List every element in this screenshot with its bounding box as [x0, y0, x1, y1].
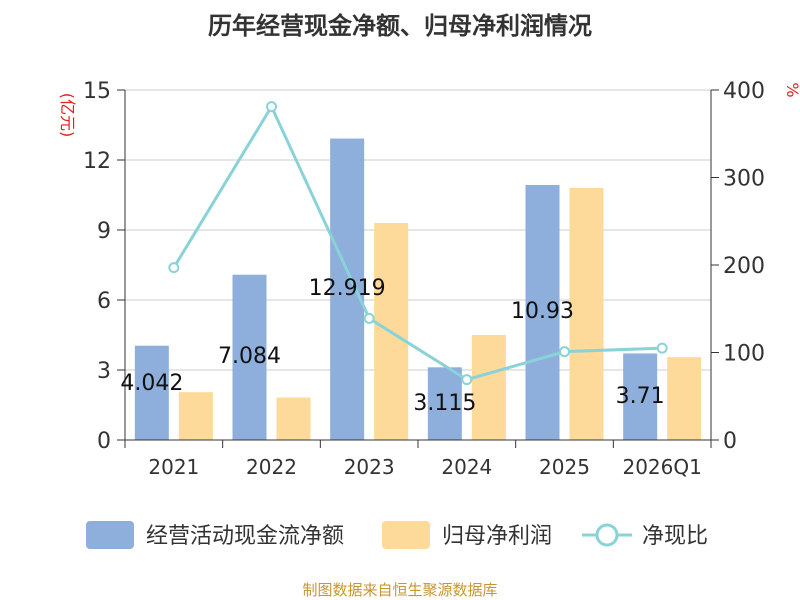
ratio-point[interactable]	[559, 346, 570, 358]
right-axis-unit: %	[783, 82, 800, 97]
bar-cashflow[interactable]	[623, 353, 658, 440]
ratio-point[interactable]	[363, 312, 375, 324]
legend-item-ratio[interactable]: 净现比	[582, 523, 708, 549]
right-tick-label: 300	[723, 167, 765, 192]
x-tick-label: 2025	[539, 455, 590, 479]
data-label: 3.71	[616, 384, 665, 409]
legend-label-profit: 归母净利润	[442, 524, 552, 549]
data-label: 4.042	[120, 371, 183, 396]
ratio-line	[168, 101, 668, 386]
data-label: 12.919	[309, 276, 386, 301]
bar-profit[interactable]	[276, 397, 311, 440]
chart-title: 历年经营现金净额、归母净利润情况	[208, 12, 592, 40]
right-tick-label: 400	[723, 79, 765, 104]
legend-marker-icon	[595, 523, 619, 547]
legend-swatch-profit	[382, 521, 430, 549]
left-tick-label: 6	[97, 289, 111, 314]
x-tick-label: 2026Q1	[622, 455, 701, 479]
bar-profit[interactable]	[178, 392, 213, 440]
ratio-point[interactable]	[168, 262, 180, 274]
left-y-ticks: 0 3 6 9 12 15	[83, 79, 125, 454]
x-tick-label: 2022	[246, 455, 297, 479]
bar-profit[interactable]	[471, 335, 506, 440]
right-tick-label: 0	[723, 429, 737, 454]
right-y-ticks: 0 100 200 300 400	[711, 79, 765, 454]
gridlines	[125, 89, 711, 371]
left-tick-label: 9	[97, 219, 111, 244]
x-tick-label: 2021	[148, 455, 199, 479]
left-tick-label: 0	[97, 429, 111, 454]
bar-cashflow[interactable]	[525, 184, 560, 440]
right-tick-label: 200	[723, 254, 765, 279]
ratio-point[interactable]	[266, 101, 277, 113]
legend: 经营活动现金流净额 归母净利润 净现比	[86, 521, 708, 549]
data-label: 7.084	[218, 344, 281, 369]
x-tick-label: 2024	[441, 455, 492, 479]
bar-profit[interactable]	[667, 357, 702, 440]
data-label: 3.115	[413, 391, 476, 416]
x-ticks: 2021 2022 2023 2024 2025 2026Q1	[124, 440, 712, 479]
legend-swatch-cashflow	[86, 521, 134, 549]
left-tick-label: 3	[97, 359, 111, 384]
bar-cashflow[interactable]	[427, 367, 462, 440]
ratio-point[interactable]	[656, 342, 668, 354]
left-tick-label: 12	[83, 149, 111, 174]
data-labels: 4.042 7.084 12.919 3.115 10.93 3.71	[120, 276, 664, 416]
source-note: 制图数据来自恒生聚源数据库	[302, 581, 497, 599]
legend-item-cashflow[interactable]: 经营活动现金流净额	[86, 521, 344, 549]
bar-profit[interactable]	[569, 188, 604, 440]
right-tick-label: 100	[723, 342, 765, 367]
bar-cashflow[interactable]	[330, 138, 365, 440]
legend-label-ratio: 净现比	[642, 524, 708, 549]
ratio-line-path	[172, 103, 663, 382]
bar-cashflow[interactable]	[134, 345, 169, 440]
bars	[134, 138, 702, 440]
data-label: 10.93	[511, 299, 574, 324]
legend-item-profit[interactable]: 归母净利润	[382, 521, 552, 549]
legend-label-cashflow: 经营活动现金流净额	[146, 524, 344, 549]
left-tick-label: 15	[83, 79, 111, 104]
x-tick-label: 2023	[344, 455, 395, 479]
left-axis-unit: (亿元)	[58, 93, 77, 138]
bar-cashflow[interactable]	[232, 274, 267, 440]
ratio-point[interactable]	[461, 374, 473, 386]
